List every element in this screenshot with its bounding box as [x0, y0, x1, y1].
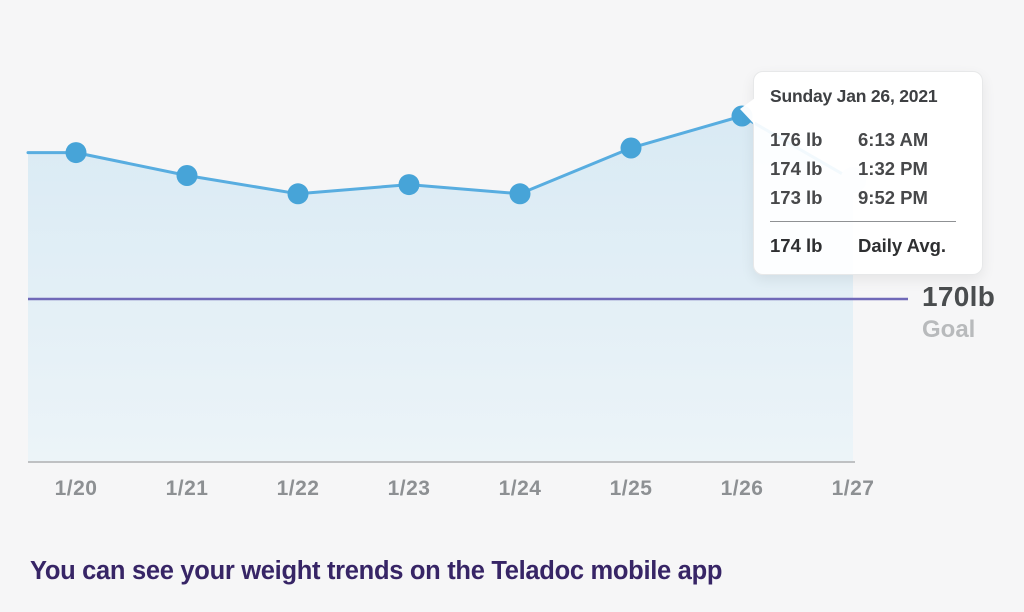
data-point-1/22[interactable]: [287, 183, 309, 205]
tooltip-divider: [770, 221, 956, 222]
tooltip-time-value: 6:13 AM: [858, 129, 929, 150]
tooltip-reading-row: 176 lb 6:13 AM: [770, 125, 966, 154]
tooltip-time-value: 9:52 PM: [858, 187, 928, 208]
weight-area-fill: [28, 116, 853, 462]
tooltip-weight-value: 174 lb: [770, 158, 823, 179]
x-axis-label-1/23: 1/23: [387, 477, 431, 500]
tooltip-reading-row: 173 lb 9:52 PM: [770, 183, 966, 212]
x-axis-label-1/22: 1/22: [276, 477, 320, 500]
footer-message: You can see your weight trends on the Te…: [30, 557, 723, 585]
tooltip-avg-weight: 174 lb: [770, 235, 823, 256]
tooltip-avg-label: Daily Avg.: [858, 235, 947, 256]
goal-value-text: 170lb: [922, 281, 996, 312]
tooltip-reading-row: 174 lb 1:32 PM: [770, 154, 966, 183]
tooltip-weight-value: 176 lb: [770, 129, 823, 150]
tooltip-time-value: 1:32 PM: [858, 158, 928, 179]
x-axis-label-1/25: 1/25: [609, 477, 653, 500]
tooltip-weight-value: 173 lb: [770, 187, 823, 208]
x-axis-label-1/20: 1/20: [54, 477, 98, 500]
data-point-1/20[interactable]: [65, 142, 87, 164]
day-detail-tooltip: Sunday Jan 26, 2021 176 lb 6:13 AM 174 lb 1…: [740, 71, 983, 275]
data-point-1/24[interactable]: [509, 183, 531, 205]
data-point-1/25[interactable]: [620, 137, 642, 159]
x-axis-label-1/27: 1/27: [831, 477, 875, 500]
x-axis-label-1/24: 1/24: [498, 477, 542, 500]
goal-sublabel-text: Goal: [922, 316, 976, 343]
x-axis-label-1/21: 1/21: [165, 477, 209, 500]
x-axis-label-1/26: 1/26: [720, 477, 764, 500]
data-point-1/23[interactable]: [398, 174, 420, 196]
goal-label: 170lb Goal: [922, 281, 995, 344]
tooltip-readings-list: 176 lb 6:13 AM 174 lb 1:32 PM 173 lb 9:52 PM: [770, 125, 966, 212]
data-point-1/21[interactable]: [176, 165, 198, 186]
tooltip-date-title: Sunday Jan 26, 2021: [770, 86, 938, 106]
tooltip-daily-avg-row: 174 lb Daily Avg.: [770, 231, 966, 260]
